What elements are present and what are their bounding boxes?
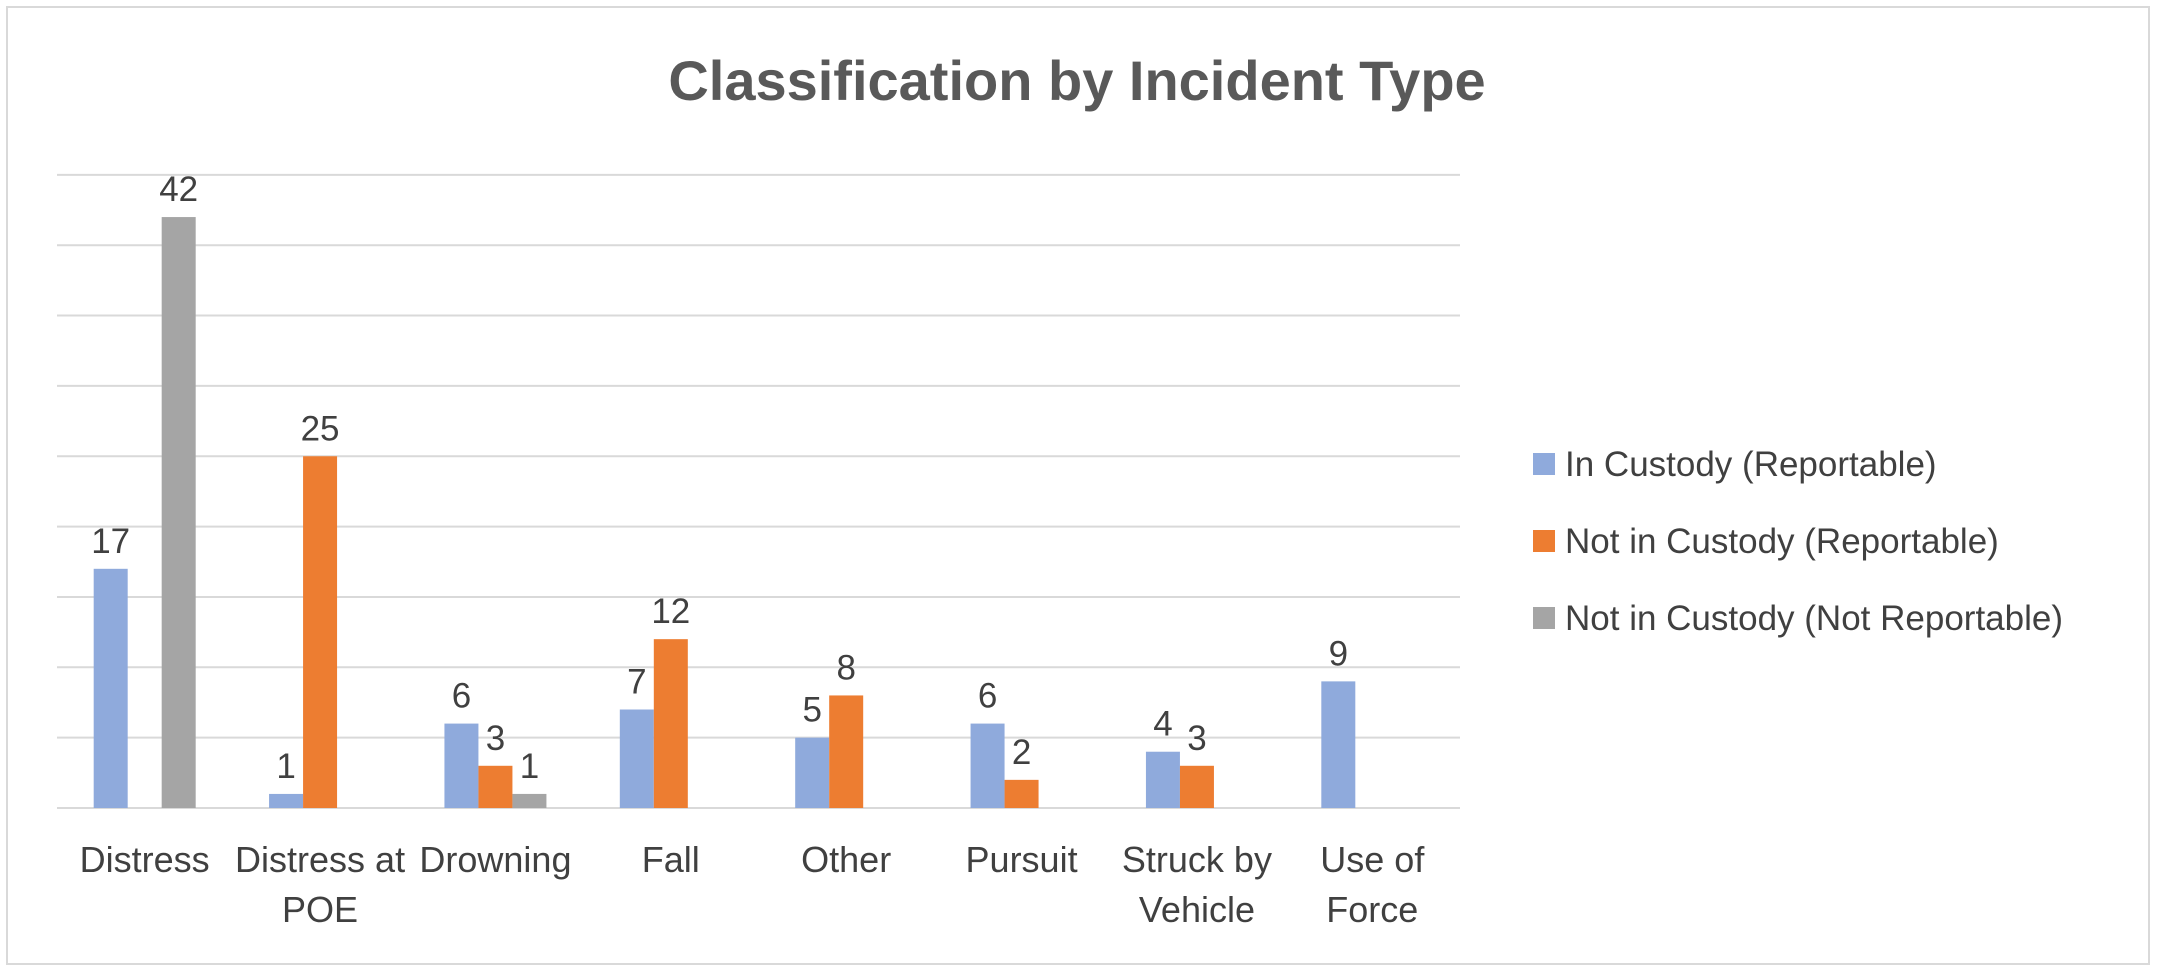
- data-label: 6: [452, 677, 471, 716]
- x-axis-labels: Distress Distress at POE Drowning Fall Other P…: [80, 839, 1426, 930]
- x-tick-label: Struck by Vehicle: [1122, 839, 1272, 930]
- bar: [829, 695, 864, 808]
- legend-swatch: [1533, 607, 1555, 629]
- data-label: 8: [836, 648, 855, 687]
- legend-swatch: [1533, 530, 1555, 552]
- chart-title: Classification by Incident Type: [668, 49, 1485, 112]
- data-label: 42: [159, 170, 198, 209]
- legend-label: Not in Custody (Reportable): [1565, 522, 1999, 561]
- legend-label: Not in Custody (Not Reportable): [1565, 599, 2063, 638]
- data-label: 7: [627, 663, 646, 702]
- bar: [653, 639, 688, 808]
- bar: [93, 568, 128, 808]
- x-tick-label: Use of Force: [1320, 839, 1425, 930]
- gridlines: [57, 173, 1460, 809]
- data-label: 1: [276, 747, 295, 786]
- bar: [970, 723, 1005, 808]
- data-label: 12: [651, 592, 690, 631]
- bar: [269, 793, 304, 808]
- legend-swatch: [1533, 453, 1555, 475]
- bars: [93, 217, 1356, 808]
- bar: [161, 217, 196, 808]
- bar: [1179, 765, 1214, 808]
- x-tick-label: Pursuit: [966, 839, 1078, 880]
- x-tick-label: Distress at POE: [235, 839, 405, 930]
- bar: [795, 737, 830, 808]
- data-label: 3: [486, 719, 505, 758]
- bar: [1004, 779, 1039, 808]
- data-label: 17: [91, 522, 130, 561]
- data-label: 5: [802, 691, 821, 730]
- bar: [303, 456, 338, 808]
- data-label: 3: [1187, 719, 1206, 758]
- bar: [444, 723, 479, 808]
- bar: [619, 709, 654, 808]
- legend: In Custody (Reportable) Not in Custody (R…: [1533, 445, 2063, 638]
- data-label: 4: [1153, 705, 1172, 744]
- x-tick-label: Drowning: [419, 839, 571, 880]
- data-label: 1: [520, 747, 539, 786]
- bar: [478, 765, 513, 808]
- data-label: 2: [1012, 733, 1031, 772]
- x-tick-label: Fall: [642, 839, 700, 880]
- bar: [1321, 681, 1356, 808]
- bar: [1145, 751, 1180, 808]
- bar: [512, 793, 547, 808]
- legend-label: In Custody (Reportable): [1565, 445, 1937, 484]
- x-tick-label: Other: [801, 839, 891, 880]
- data-label: 6: [978, 677, 997, 716]
- data-label: 9: [1329, 634, 1348, 673]
- data-label: 25: [301, 409, 340, 448]
- x-tick-label: Distress: [80, 839, 210, 880]
- chart-frame: [6, 6, 2150, 965]
